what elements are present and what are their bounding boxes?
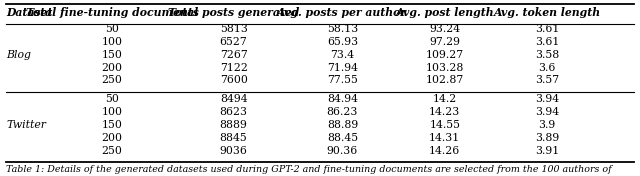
Text: Total fine-tuning documents: Total fine-tuning documents <box>26 7 198 18</box>
Text: 97.29: 97.29 <box>429 37 460 47</box>
Text: Twitter: Twitter <box>6 120 46 130</box>
Text: 14.26: 14.26 <box>429 146 460 156</box>
Text: 7267: 7267 <box>220 50 248 60</box>
Text: 200: 200 <box>102 133 122 143</box>
Text: 9036: 9036 <box>220 146 248 156</box>
Text: 3.9: 3.9 <box>539 120 556 130</box>
Text: 6527: 6527 <box>220 37 248 47</box>
Text: 3.91: 3.91 <box>535 146 559 156</box>
Text: 102.87: 102.87 <box>426 76 464 85</box>
Text: 3.61: 3.61 <box>535 37 559 47</box>
Text: 109.27: 109.27 <box>426 50 464 60</box>
Text: 3.89: 3.89 <box>535 133 559 143</box>
Text: 3.6: 3.6 <box>538 63 556 73</box>
Text: 100: 100 <box>102 107 122 117</box>
Text: Avg. posts per author: Avg. posts per author <box>277 7 408 18</box>
Text: 100: 100 <box>102 37 122 47</box>
Text: 150: 150 <box>102 50 122 60</box>
Text: 8494: 8494 <box>220 95 248 104</box>
Text: 103.28: 103.28 <box>426 63 464 73</box>
Text: Dataset: Dataset <box>6 7 52 18</box>
Text: 5813: 5813 <box>220 24 248 34</box>
Text: 77.55: 77.55 <box>327 76 358 85</box>
Text: 3.57: 3.57 <box>535 76 559 85</box>
Text: 200: 200 <box>102 63 122 73</box>
Text: 250: 250 <box>102 146 122 156</box>
Text: 71.94: 71.94 <box>327 63 358 73</box>
Text: Blog: Blog <box>6 50 31 60</box>
Text: Total posts generated: Total posts generated <box>168 7 300 18</box>
Text: 7122: 7122 <box>220 63 248 73</box>
Text: 88.89: 88.89 <box>327 120 358 130</box>
Text: 50: 50 <box>105 24 119 34</box>
Text: 93.24: 93.24 <box>429 24 460 34</box>
Text: 88.45: 88.45 <box>327 133 358 143</box>
Text: 14.55: 14.55 <box>429 120 460 130</box>
Text: 3.61: 3.61 <box>535 24 559 34</box>
Text: 14.31: 14.31 <box>429 133 460 143</box>
Text: Avg. post length: Avg. post length <box>396 7 494 18</box>
Text: 58.13: 58.13 <box>327 24 358 34</box>
Text: Avg. token length: Avg. token length <box>493 7 601 18</box>
Text: Table 1: Details of the generated datasets used during GPT-2 and fine-tuning doc: Table 1: Details of the generated datase… <box>6 165 612 174</box>
Text: 14.2: 14.2 <box>433 95 457 104</box>
Text: 150: 150 <box>102 120 122 130</box>
Text: 7600: 7600 <box>220 76 248 85</box>
Text: 14.23: 14.23 <box>429 107 460 117</box>
Text: 84.94: 84.94 <box>327 95 358 104</box>
Text: 65.93: 65.93 <box>327 37 358 47</box>
Text: 3.94: 3.94 <box>535 107 559 117</box>
Text: 73.4: 73.4 <box>330 50 355 60</box>
Text: 8623: 8623 <box>220 107 248 117</box>
Text: 8889: 8889 <box>220 120 248 130</box>
Text: 3.94: 3.94 <box>535 95 559 104</box>
Text: 50: 50 <box>105 95 119 104</box>
Text: 90.36: 90.36 <box>327 146 358 156</box>
Text: 250: 250 <box>102 76 122 85</box>
Text: 8845: 8845 <box>220 133 248 143</box>
Text: 3.58: 3.58 <box>535 50 559 60</box>
Text: 86.23: 86.23 <box>326 107 358 117</box>
